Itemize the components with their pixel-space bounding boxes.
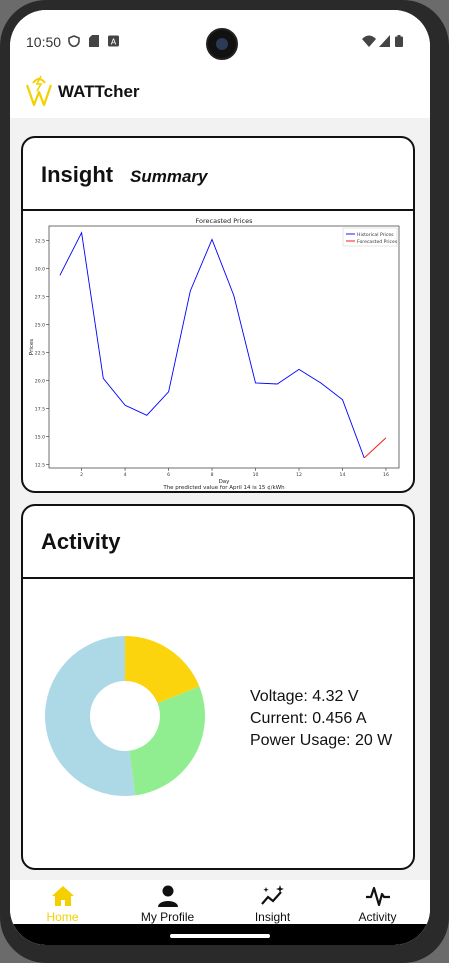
y-tick-label: 15.0 (35, 435, 45, 441)
home-icon (52, 886, 74, 906)
power-reading: Power Usage: 20 W (250, 732, 393, 749)
person-icon (158, 885, 178, 907)
nav-home[interactable]: Home (10, 880, 115, 935)
chart-legend (342, 227, 398, 247)
series-line-historical-prices (59, 231, 365, 459)
donut-slice-power-usage (45, 636, 136, 796)
plot-frame (48, 225, 400, 469)
insight-card[interactable]: Insight Summary Forecasted Prices 12.5 15.… (21, 136, 415, 493)
insight-subtitle: Summary (130, 167, 208, 186)
x-tick-label: 14 (340, 472, 346, 478)
wifi-icon (362, 35, 376, 47)
svg-text:A: A (111, 37, 117, 46)
battery-icon (395, 35, 403, 47)
app-title: WATTcher (58, 82, 140, 101)
voltage-reading: Voltage: 4.32 V (250, 688, 359, 705)
series-line-forecasted-prices (363, 437, 387, 459)
y-tick-label: 25.0 (35, 323, 45, 329)
y-tick-label: 32.5 (35, 239, 45, 245)
status-time: 10:50 (26, 34, 62, 50)
x-tick-label: 2 (80, 472, 83, 478)
insight-title: Insight (41, 162, 114, 187)
x-tick-label: 8 (211, 472, 214, 478)
activity-pulse-icon (366, 886, 390, 907)
x-axis-label: Day (219, 479, 231, 485)
insight-card-header: Insight Summary (23, 138, 413, 211)
nav-activity-label: Activity (358, 910, 397, 924)
nav-my-profile-label: My Profile (140, 910, 195, 924)
nav-activity[interactable]: Activity (325, 880, 430, 935)
activity-card-header: Activity (23, 506, 413, 579)
notification-a-icon: A (108, 35, 119, 47)
y-tick-label: 12.5 (35, 463, 45, 469)
readings-panel: Voltage: 4.32 V Current: 0.456 A Power U… (250, 686, 392, 752)
y-tick-label: 30.0 (35, 267, 45, 273)
y-tick-label: 17.5 (35, 407, 45, 413)
signal-icon (379, 35, 390, 47)
legend-entry: Forecasted Prices (357, 239, 398, 245)
legend-entry: Historical Prices (357, 232, 394, 238)
y-tick-label: 22.5 (35, 351, 45, 357)
scroll-content: Insight Summary Forecasted Prices 12.5 15.… (10, 118, 430, 880)
activity-donut-chart (45, 636, 206, 796)
x-tick-label: 16 (383, 472, 389, 478)
nav-my-profile[interactable]: My Profile (115, 880, 220, 935)
chart-caption: The predicted value for April 14 is 15 ¢… (162, 485, 285, 491)
activity-title: Activity (41, 529, 121, 554)
x-tick-label: 6 (167, 472, 170, 478)
nav-home-label: Home (46, 910, 79, 924)
front-camera (206, 28, 238, 60)
x-tick-label: 10 (253, 472, 259, 478)
vpn-shield-icon (68, 35, 80, 47)
y-axis-label: Prices (29, 339, 35, 355)
forecast-chart: Forecasted Prices 12.5 15.0 17.5 20.0 22.5 25.… (25, 214, 411, 497)
wattcher-logo-icon (25, 75, 53, 107)
nav-insight[interactable]: Insight (220, 880, 325, 935)
x-tick-label: 4 (124, 472, 127, 478)
donut-slice-current (129, 686, 206, 796)
home-indicator[interactable] (170, 934, 270, 938)
nav-insight-label: Insight (254, 910, 291, 924)
donut-slice-voltage (125, 636, 200, 704)
activity-card[interactable]: Activity Voltage: 4.32 V Current: 0.456 … (21, 504, 415, 870)
chart-title: Forecasted Prices (196, 217, 254, 225)
sd-card-icon (89, 35, 99, 47)
x-tick-label: 12 (296, 472, 302, 478)
app-bar: WATTcher (10, 66, 430, 118)
forecast-chart-svg: Forecasted Prices 12.5 15.0 17.5 20.0 22.5 25.… (29, 217, 400, 491)
y-tick-label: 27.5 (35, 295, 45, 301)
status-bar: 10:50 A (10, 10, 430, 66)
y-tick-label: 20.0 (35, 379, 45, 385)
insight-sparkle-icon (261, 885, 284, 905)
screen: 10:50 A (10, 10, 430, 945)
current-reading: Current: 0.456 A (250, 710, 367, 727)
